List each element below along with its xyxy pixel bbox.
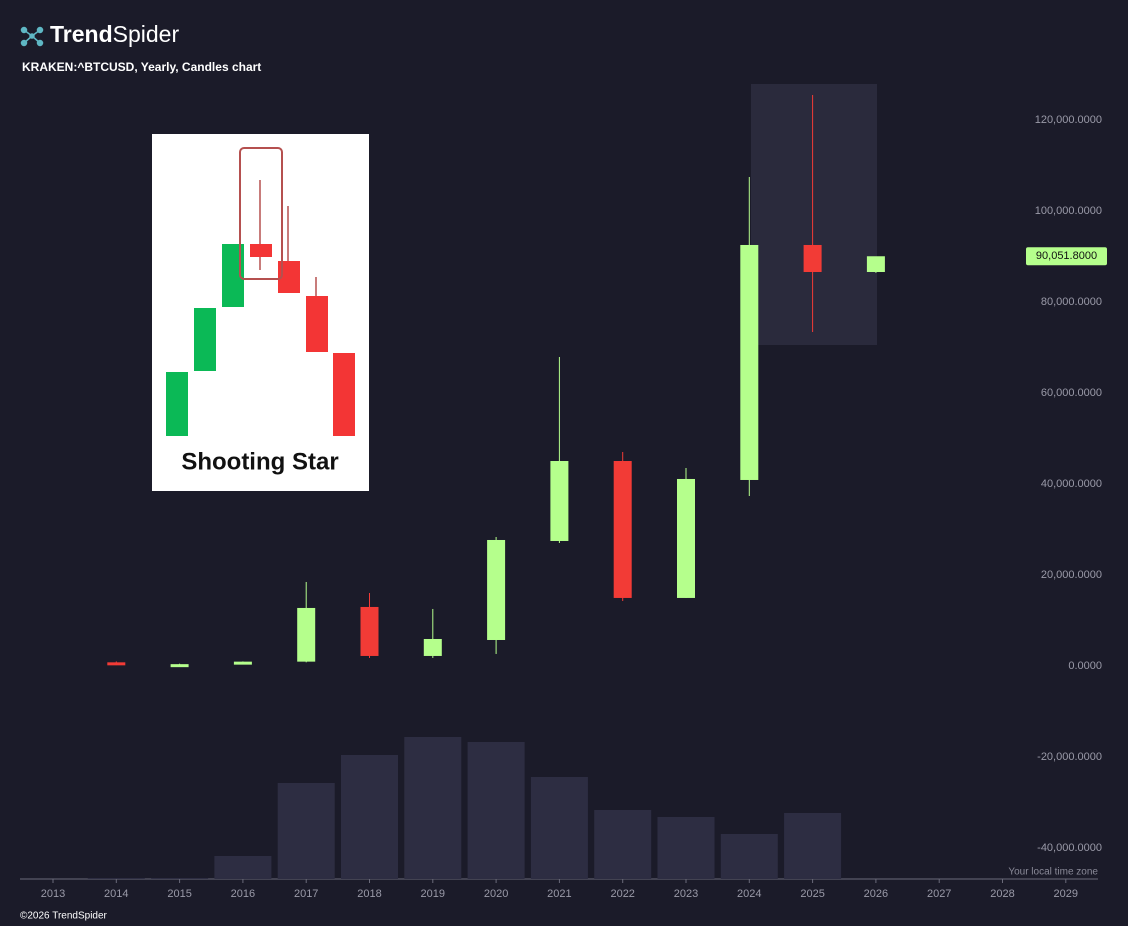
candle-body — [677, 478, 695, 598]
candle-body — [170, 664, 189, 668]
x-tick-label: 2017 — [294, 888, 318, 900]
candle-body — [487, 539, 506, 640]
x-tick-label: 2028 — [990, 888, 1014, 900]
volume-bar — [277, 783, 335, 879]
candle-body — [740, 244, 759, 480]
volume-bar — [657, 817, 715, 879]
candle-body — [866, 256, 885, 273]
x-tick-label: 2019 — [421, 888, 445, 900]
x-tick-label: 2016 — [231, 888, 255, 900]
volume-bar — [404, 737, 462, 879]
last-price-label: 90,051.8000 — [1036, 250, 1097, 262]
x-tick-label: 2025 — [800, 888, 824, 900]
footer: ©2026 TrendSpider — [20, 911, 108, 922]
x-tick-label: 2020 — [484, 888, 508, 900]
x-tick-label: 2014 — [104, 888, 128, 900]
y-tick-label: -20,000.0000 — [1037, 751, 1102, 763]
volume-bar — [530, 777, 588, 879]
candle-body — [613, 461, 632, 598]
y-tick-label: 80,000.0000 — [1041, 296, 1102, 308]
candle-body — [297, 607, 316, 662]
inset-label: Shooting Star — [181, 448, 338, 475]
candle-body — [550, 461, 569, 541]
volume-bar — [594, 810, 652, 879]
logo-icon — [20, 26, 44, 47]
volume-bar — [720, 834, 778, 879]
inset-image: Shooting Star — [152, 134, 369, 491]
x-tick-label: 2024 — [737, 888, 761, 900]
x-tick-label: 2027 — [927, 888, 951, 900]
volume-bar — [784, 813, 842, 879]
candle-body — [107, 662, 126, 666]
y-tick-label: 20,000.0000 — [1041, 569, 1102, 581]
last-price-box — [1026, 247, 1107, 266]
volume-bar — [151, 878, 209, 879]
volume-bar — [467, 742, 525, 879]
y-tick-label: 120,000.0000 — [1035, 114, 1102, 126]
volume-bar — [214, 856, 272, 879]
brand-light: Spider — [113, 21, 180, 47]
chart-title: KRAKEN:^BTCUSD, Yearly, Candles chart — [22, 60, 261, 74]
x-tick-label: 2023 — [674, 888, 698, 900]
y-tick-label: -40,000.0000 — [1037, 842, 1102, 854]
y-tick-label: 40,000.0000 — [1041, 478, 1102, 490]
x-tick-label: 2018 — [357, 888, 381, 900]
y-tick-label: 100,000.0000 — [1035, 205, 1102, 217]
volume-bar — [341, 755, 398, 879]
candle-body — [233, 661, 252, 665]
x-tick-label: 2029 — [1054, 888, 1078, 900]
y-tick-label: 0.0000 — [1068, 660, 1102, 672]
brand: TrendSpider — [50, 21, 179, 47]
x-tick-label: 2015 — [167, 888, 191, 900]
brand-bold: Trend — [50, 21, 113, 47]
candle-body — [803, 244, 822, 273]
x-tick-label: 2021 — [547, 888, 571, 900]
candle-body — [360, 606, 379, 656]
volume-bar — [87, 878, 145, 879]
highlight-zone — [751, 84, 877, 345]
x-tick-label: 2022 — [610, 888, 634, 900]
time-axis-note: Your local time zone — [1008, 867, 1098, 878]
x-tick-label: 2013 — [41, 888, 65, 900]
candle-body — [423, 638, 442, 656]
x-tick-label: 2026 — [864, 888, 888, 900]
y-tick-label: 60,000.0000 — [1041, 387, 1102, 399]
